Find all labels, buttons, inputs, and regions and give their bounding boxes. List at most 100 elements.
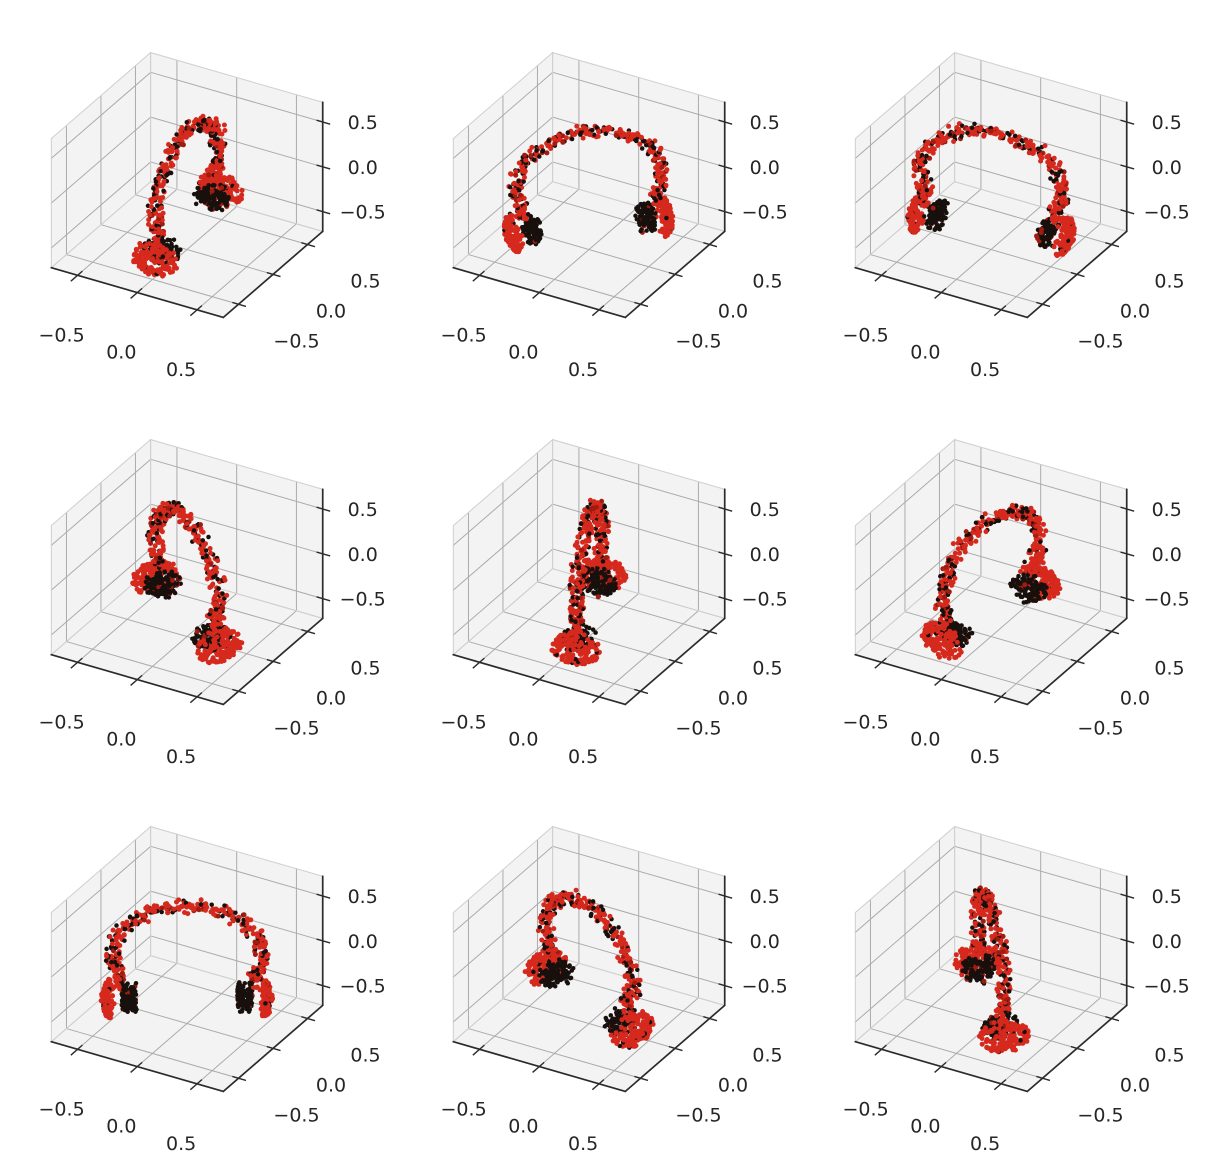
data-point (1058, 196, 1064, 202)
z-tick-label: −0.5 (742, 589, 788, 611)
data-point (656, 192, 662, 198)
grid-lines (452, 59, 726, 311)
tick-mark (130, 674, 143, 686)
data-point (1007, 132, 1012, 138)
grid-lines (854, 446, 1128, 698)
data-point (1040, 551, 1045, 557)
data-point (573, 656, 578, 662)
data-point (1040, 220, 1045, 226)
x-tick-label: −0.5 (843, 324, 889, 346)
grid-line (536, 194, 711, 245)
data-point (528, 220, 534, 226)
data-point (218, 178, 224, 184)
data-point (196, 127, 201, 133)
data-point (146, 537, 152, 543)
data-point (149, 586, 154, 591)
data-point (1062, 190, 1067, 196)
data-point (216, 127, 222, 133)
grid-line (100, 224, 274, 275)
data-point (212, 194, 217, 199)
data-point (603, 555, 609, 560)
data-point (517, 188, 522, 193)
data-point (222, 128, 228, 133)
data-point (516, 211, 522, 217)
data-point (594, 655, 600, 661)
data-point (142, 563, 148, 568)
data-point (174, 247, 180, 253)
tick-mark (874, 657, 887, 669)
data-point (632, 137, 638, 142)
data-point (574, 123, 580, 129)
data-point (537, 220, 543, 225)
data-point (144, 241, 150, 247)
data-point (1045, 224, 1050, 229)
data-point (662, 176, 668, 182)
data-point (160, 263, 166, 269)
data-point (164, 164, 170, 170)
data-point (652, 216, 657, 222)
data-point (575, 534, 581, 540)
data-point (184, 521, 190, 527)
data-point (1057, 188, 1063, 194)
data-point (155, 247, 161, 253)
tick-mark (189, 692, 203, 704)
data-point (196, 186, 201, 191)
tick-mark (703, 629, 718, 635)
data-point (154, 189, 160, 194)
data-point (206, 534, 211, 540)
data-point (638, 228, 643, 234)
y-tick-label: 0.5 (1154, 271, 1184, 293)
tick-mark (70, 657, 83, 669)
tick-mark (130, 287, 143, 299)
data-point (1034, 523, 1040, 529)
data-point (578, 521, 584, 527)
data-point (606, 582, 612, 587)
data-point (520, 241, 526, 247)
data-point (537, 154, 542, 159)
tick-mark (668, 658, 683, 665)
data-point (215, 201, 220, 207)
data-point (646, 222, 651, 227)
data-point (581, 573, 587, 579)
data-point (146, 567, 152, 573)
data-point (1035, 227, 1041, 233)
data-point (509, 227, 515, 233)
data-point (208, 550, 214, 556)
data-point (196, 539, 201, 545)
tick-mark (668, 271, 683, 278)
grid-line (552, 71, 726, 123)
data-point (1033, 558, 1039, 564)
z-tick-label: 0.0 (1152, 157, 1182, 179)
data-point (1053, 239, 1059, 245)
data-point (942, 201, 947, 207)
data-point (1041, 590, 1047, 595)
data-point (569, 590, 575, 596)
x-tick-label: 0.5 (166, 746, 196, 768)
data-point (211, 657, 217, 663)
data-point (1060, 203, 1066, 209)
data-point (512, 203, 518, 209)
data-point (602, 548, 608, 554)
data-point (929, 212, 934, 218)
tick-mark (591, 692, 605, 704)
pane-walls (51, 52, 323, 318)
data-point (210, 581, 216, 587)
y-tick-label: 0.5 (1154, 658, 1184, 680)
data-point (569, 136, 575, 142)
data-point (919, 147, 925, 153)
data-point (936, 138, 942, 144)
data-point (575, 596, 580, 601)
y-tick-label: 0.0 (1120, 687, 1150, 709)
data-point (579, 515, 585, 521)
z-tick-label: −0.5 (340, 589, 386, 611)
grid-line (598, 610, 699, 698)
z-tick-label: 0.0 (1152, 544, 1182, 566)
data-point (1018, 594, 1024, 600)
data-point (151, 536, 156, 541)
tick-marks (472, 119, 733, 317)
y-tick-label: 0.5 (350, 658, 380, 680)
data-point (170, 561, 176, 567)
data-point (930, 184, 936, 190)
pane-walls (855, 439, 1127, 705)
data-point (172, 264, 178, 270)
